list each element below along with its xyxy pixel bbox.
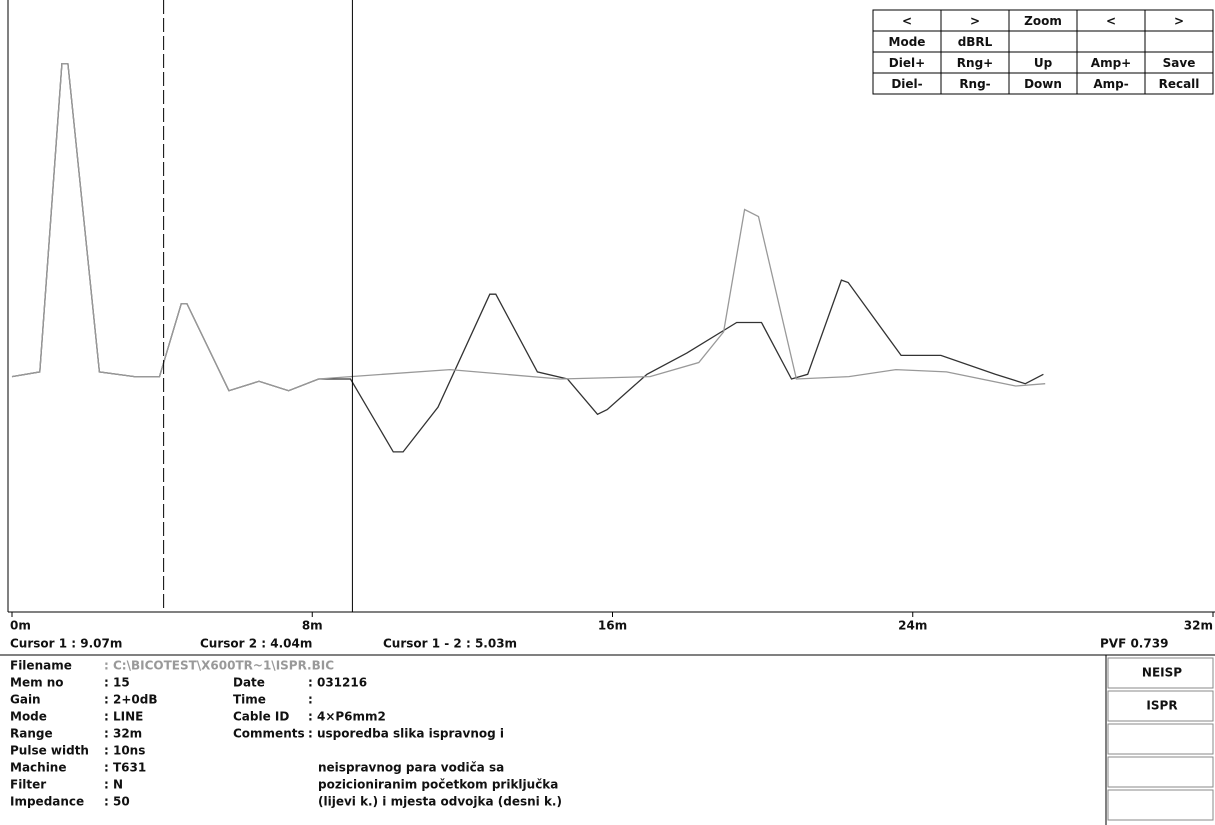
- info-value: : N: [104, 778, 123, 792]
- info-value: : 15: [104, 676, 130, 690]
- info-label: Filename: [10, 659, 72, 673]
- info-label: Cable ID: [233, 710, 289, 724]
- toolbar-label: <: [1106, 14, 1116, 28]
- side-button-label: NEISP: [1142, 666, 1182, 680]
- x-tick-label: 32m: [1184, 619, 1213, 633]
- x-tick-label: 0m: [10, 619, 31, 633]
- info-label: Mode: [10, 710, 47, 724]
- toolbar-button[interactable]: [1076, 30, 1146, 53]
- toolbar-label: Diel-: [891, 77, 922, 91]
- info-path: : C:\BICOTEST\X600TR~1\ISPR.BIC: [104, 659, 334, 673]
- toolbar-label: Save: [1163, 56, 1196, 70]
- info-value: : T631: [104, 761, 146, 775]
- toolbar-label: dBRL: [958, 35, 993, 49]
- info-value: :: [308, 693, 313, 707]
- toolbar-label: Amp-: [1093, 77, 1128, 91]
- info-label: Date: [233, 676, 265, 690]
- side-button[interactable]: [1107, 690, 1214, 722]
- info-label: Pulse width: [10, 744, 89, 758]
- info-label: Range: [10, 727, 53, 741]
- info-value: : 32m: [104, 727, 142, 741]
- cursor-info: Cursor 1 - 2 : 5.03m: [383, 637, 517, 651]
- toolbar-label: Rng+: [957, 56, 993, 70]
- x-tick-label: 24m: [898, 619, 927, 633]
- info-label: Filter: [10, 778, 46, 792]
- side-button[interactable]: [1107, 789, 1214, 821]
- info-value: : 031216: [308, 676, 367, 690]
- cursor-info: Cursor 2 : 4.04m: [200, 637, 312, 651]
- comment-line: neispravnog para vodiča sa: [318, 761, 504, 775]
- toolbar-label: Recall: [1159, 77, 1200, 91]
- info-label: Machine: [10, 761, 67, 775]
- info-value: : 50: [104, 795, 130, 809]
- toolbar-button[interactable]: [1008, 30, 1078, 53]
- side-button-label: ISPR: [1146, 699, 1177, 713]
- side-button[interactable]: [1107, 723, 1214, 755]
- toolbar-label: Mode: [889, 35, 926, 49]
- toolbar-label: >: [970, 14, 980, 28]
- toolbar-button[interactable]: [1144, 72, 1214, 95]
- x-tick-label: 16m: [598, 619, 627, 633]
- side-button[interactable]: [1107, 756, 1214, 788]
- cursor-info: PVF 0.739: [1100, 637, 1168, 651]
- comment-line: pozicioniranim početkom priključka: [318, 778, 558, 792]
- cursor-info: Cursor 1 : 9.07m: [10, 637, 122, 651]
- info-label: Gain: [10, 693, 41, 707]
- info-value: : usporedba slika ispravnog i: [308, 727, 504, 741]
- comment-line: (lijevi k.) i mjesta odvojka (desni k.): [318, 795, 562, 809]
- trace: [11, 62, 1046, 392]
- toolbar-label: Rng-: [959, 77, 990, 91]
- info-label: Time: [233, 693, 266, 707]
- info-value: : 2+0dB: [104, 693, 157, 707]
- toolbar-label: <: [902, 14, 912, 28]
- info-label: Comments: [233, 727, 305, 741]
- trace: [11, 62, 1044, 453]
- toolbar-button[interactable]: [1144, 30, 1214, 53]
- x-tick-label: 8m: [302, 619, 323, 633]
- toolbar-label: Up: [1034, 56, 1053, 70]
- toolbar-label: Diel+: [889, 56, 925, 70]
- info-value: : 10ns: [104, 744, 145, 758]
- info-label: Impedance: [10, 795, 84, 809]
- info-value: : 4×P6mm2: [308, 710, 386, 724]
- toolbar-label: Zoom: [1024, 14, 1062, 28]
- toolbar-label: Down: [1024, 77, 1062, 91]
- info-value: : LINE: [104, 710, 143, 724]
- toolbar-label: Amp+: [1091, 56, 1131, 70]
- toolbar-label: >: [1174, 14, 1184, 28]
- side-button[interactable]: [1107, 657, 1214, 689]
- info-label: Mem no: [10, 676, 64, 690]
